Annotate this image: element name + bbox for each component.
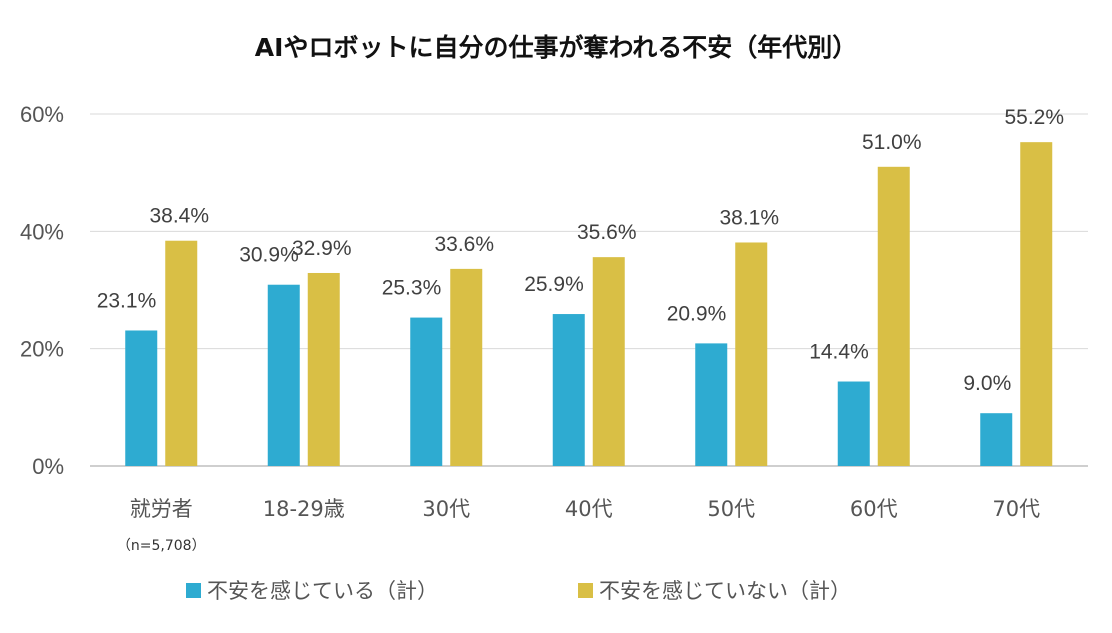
bar [735,242,768,466]
data-label: 14.4% [809,341,869,364]
category-label: 40代 [565,497,613,521]
data-label: 20.9% [667,302,727,325]
data-label: 23.1% [97,289,157,312]
legend-label: 不安を感じている（計） [207,579,438,603]
bar [410,317,443,466]
data-label: 9.0% [963,372,1011,395]
y-tick-label: 20% [20,337,64,362]
bar [980,413,1013,466]
bar [837,381,870,466]
category-label: 50代 [707,497,755,521]
bar [267,284,300,466]
data-label: 51.0% [862,131,922,154]
category-label: 18-29歳 [263,497,345,521]
data-label: 55.2% [1004,106,1064,129]
data-label: 35.6% [577,221,637,244]
bar [877,166,910,467]
data-label: 25.9% [524,273,584,296]
legend-swatch [578,583,593,598]
data-label: 32.9% [292,237,352,260]
y-axis: 0% 20% 40% 60% [20,102,64,479]
bar [592,257,625,466]
bar [165,240,198,466]
bars [125,142,1053,467]
data-label: 38.4% [149,205,209,228]
data-labels: 23.1% 38.4% 30.9%32.9% 25.3% 33.6% 25.9% 35.6%… [97,106,1064,395]
bar [552,314,585,466]
legend: 不安を感じている（計） 不安を感じていない（計） [186,579,851,603]
bar [307,272,340,466]
x-axis: 就労者 18-29歳 30代 40代 50代 60代 70代 （n=5,708） [117,497,1040,554]
category-label: 60代 [850,497,898,521]
grid-layer [90,113,1088,467]
bar [695,343,728,466]
bar [450,268,483,466]
bar [1020,142,1053,466]
y-tick-label: 0% [32,454,64,479]
legend-label: 不安を感じていない（計） [599,579,851,603]
category-label: 30代 [422,497,470,521]
category-label: 就労者 [130,497,193,521]
y-tick-label: 40% [20,219,64,244]
data-label: 38.1% [719,206,779,229]
category-label: 70代 [992,497,1040,521]
sample-size-note: （n=5,708） [117,538,206,554]
data-label: 33.6% [434,233,494,256]
bar [125,330,158,466]
chart-title: AIやロボットに自分の仕事が奪われる不安（年代別） [255,33,857,62]
y-tick-label: 60% [20,102,64,127]
data-label: 30.9% [239,244,299,267]
legend-swatch [186,583,201,598]
data-label: 25.3% [382,277,442,300]
